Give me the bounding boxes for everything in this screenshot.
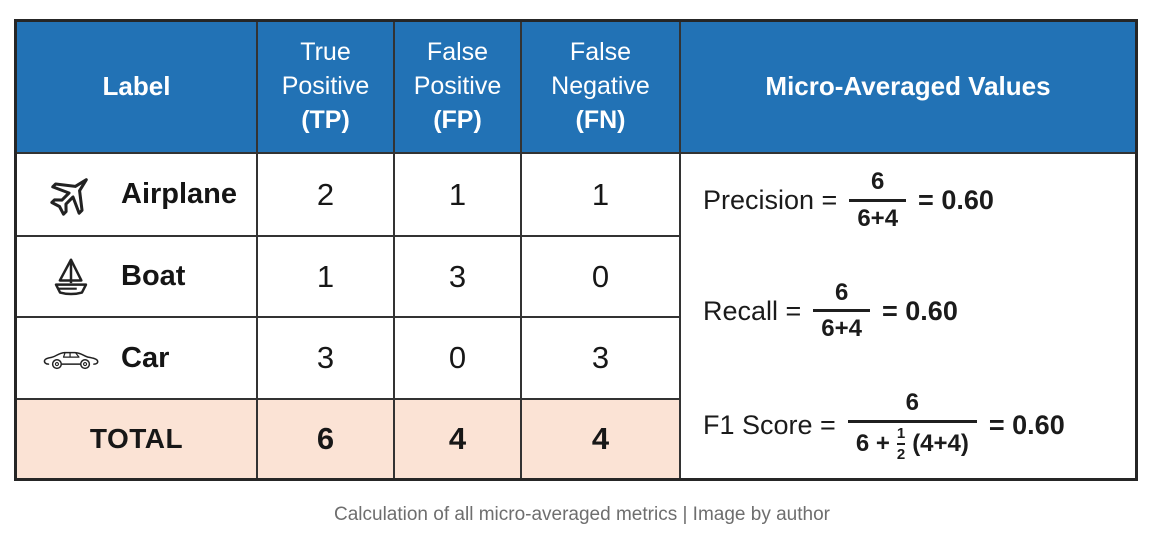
f1-numerator: 6 [905, 389, 920, 417]
row-boat-label: Boat [121, 260, 186, 292]
recall-result: = 0.60 [882, 295, 958, 326]
fraction-bar [849, 198, 907, 202]
header-label-text: Label [102, 71, 171, 102]
header-micro-averaged: Micro-Averaged Values [681, 22, 1135, 154]
precision-numerator: 6 [871, 168, 885, 195]
car-fp-cell: 0 [395, 318, 522, 400]
precision-fraction: 6 6+4 [849, 168, 907, 234]
row-boat-label-cell: Boat [17, 237, 258, 318]
header-label: Label [17, 22, 258, 154]
total-fp-cell: 4 [395, 400, 522, 478]
row-airplane-label-cell: Airplane [17, 154, 258, 237]
header-fp-abbr: (FP) [433, 106, 482, 135]
airplane-fp-cell: 1 [395, 154, 522, 237]
header-tp-abbr: (TP) [301, 106, 350, 135]
boat-tp-cell: 1 [258, 237, 395, 318]
boat-fp-cell: 3 [395, 237, 522, 318]
car-icon [39, 342, 103, 374]
recall-formula: Recall = 6 6+4 = 0.60 [703, 279, 1125, 345]
f1-den-post: (4+4) [912, 429, 969, 457]
header-fn-title: False Negative [551, 37, 650, 100]
airplane-icon [39, 169, 103, 221]
header-false-negative: False Negative (FN) [522, 22, 681, 154]
car-tp-cell: 3 [258, 318, 395, 400]
total-fn-cell: 4 [522, 400, 681, 478]
f1-den-pre: 6 + [855, 429, 890, 457]
f1-score-formula: F1 Score = 6 6 + 1 2 (4+4) = 0.60 [703, 389, 1125, 462]
half-numerator: 1 [896, 424, 906, 442]
fraction-bar [847, 419, 977, 423]
header-true-positive: True Positive (TP) [258, 22, 395, 154]
boat-icon [39, 251, 103, 303]
precision-label: Precision = [703, 185, 838, 216]
row-car-label: Car [121, 341, 170, 374]
header-fp-title: False Positive [413, 37, 502, 100]
precision-denominator: 6+4 [857, 204, 899, 232]
image-caption: Calculation of all micro-averaged metric… [334, 504, 830, 525]
airplane-tp-cell: 2 [258, 154, 395, 237]
row-airplane-label: Airplane [121, 178, 238, 210]
airplane-fn-cell: 1 [522, 154, 681, 237]
total-label-cell: TOTAL [17, 400, 258, 478]
fraction-bar [813, 309, 871, 313]
micro-averaged-values-cell: Precision = 6 6+4 = 0.60 Recall = 6 6+4 … [681, 154, 1135, 478]
fraction-bar [896, 442, 906, 445]
one-half-fraction: 1 2 [896, 424, 906, 463]
recall-fraction: 6 6+4 [813, 278, 871, 345]
header-micro-text: Micro-Averaged Values [765, 71, 1051, 102]
f1-denominator: 6 + 1 2 (4+4) [848, 426, 977, 462]
f1-result: = 0.60 [988, 410, 1065, 441]
half-denominator: 2 [896, 445, 906, 463]
header-tp-title: True Positive [281, 37, 370, 100]
recall-label: Recall = [703, 295, 802, 326]
car-fn-cell: 3 [522, 318, 681, 400]
f1-fraction: 6 6 + 1 2 (4+4) [847, 389, 977, 462]
metrics-table: Label True Positive (TP) False Positive … [14, 19, 1138, 481]
recall-numerator: 6 [834, 278, 849, 306]
precision-result: = 0.60 [918, 185, 994, 216]
precision-formula: Precision = 6 6+4 = 0.60 [703, 168, 1125, 234]
f1-label: F1 Score = [703, 410, 836, 441]
header-fn-abbr: (FN) [575, 106, 626, 135]
recall-denominator: 6+4 [821, 315, 863, 343]
total-tp-cell: 6 [258, 400, 395, 478]
header-false-positive: False Positive (FP) [395, 22, 522, 154]
row-car-label-cell: Car [17, 318, 258, 400]
boat-fn-cell: 0 [522, 237, 681, 318]
